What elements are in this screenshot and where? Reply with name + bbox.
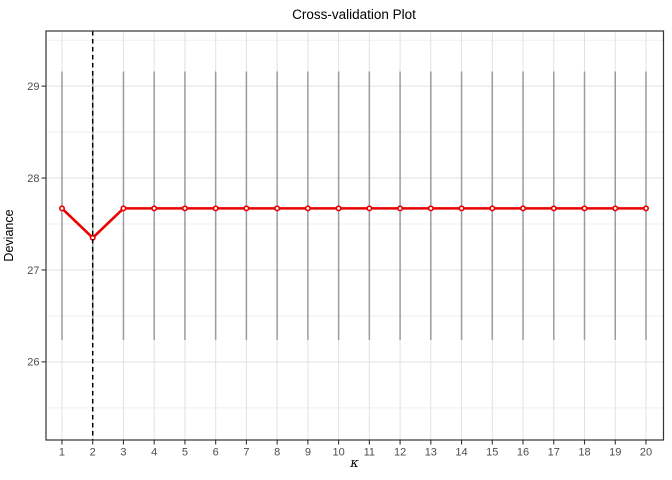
data-point — [212, 205, 219, 212]
x-tick-label: 20 — [640, 447, 652, 459]
x-tick-label: 13 — [425, 447, 437, 459]
y-tick-label: 29 — [27, 81, 39, 93]
data-point — [520, 205, 527, 212]
data-point — [181, 205, 188, 212]
data-point — [642, 205, 649, 212]
x-tick-label: 3 — [120, 447, 126, 459]
data-point — [397, 205, 404, 212]
data-point — [612, 205, 619, 212]
y-tick-label: 26 — [27, 357, 39, 369]
series-layer — [58, 205, 649, 241]
x-tick-label: 19 — [609, 447, 621, 459]
y-tick-label: 28 — [27, 173, 39, 185]
data-point — [58, 205, 65, 212]
x-tick-label: 1 — [59, 447, 65, 459]
data-point — [581, 205, 588, 212]
x-tick-label: 8 — [274, 447, 280, 459]
x-tick-label: 14 — [455, 447, 467, 459]
data-point — [550, 205, 557, 212]
x-tick-label: 16 — [517, 447, 529, 459]
x-tick-label: 6 — [213, 447, 219, 459]
grid-minor-layer — [46, 39, 664, 409]
data-point — [366, 205, 373, 212]
x-tick-label: 17 — [548, 447, 560, 459]
data-point — [427, 205, 434, 212]
data-point — [335, 205, 342, 212]
x-tick-label: 2 — [90, 447, 96, 459]
x-tick-label: 12 — [394, 447, 406, 459]
x-tick-label: 5 — [182, 447, 188, 459]
data-point — [489, 205, 496, 212]
axis-ticks-layer — [41, 85, 647, 445]
data-point — [304, 205, 311, 212]
error-bars-layer — [61, 71, 647, 340]
data-point — [458, 205, 465, 212]
x-tick-label: 4 — [151, 447, 157, 459]
x-axis-title: κ — [349, 456, 359, 471]
grid-major-layer — [46, 31, 664, 440]
x-tick-label: 18 — [578, 447, 590, 459]
x-tick-label: 7 — [243, 447, 249, 459]
cv-deviance-line — [61, 207, 646, 240]
plot-title: Cross-validation Plot — [292, 7, 416, 22]
y-axis-title: Deviance — [2, 209, 16, 261]
data-point — [274, 205, 281, 212]
data-point — [243, 205, 250, 212]
data-point — [151, 205, 158, 212]
x-tick-label: 15 — [486, 447, 498, 459]
x-tick-label: 11 — [364, 447, 375, 459]
x-tick-label: 9 — [305, 447, 311, 459]
panel-border — [45, 30, 665, 441]
x-tick-label: 10 — [332, 447, 344, 459]
data-point — [120, 205, 127, 212]
y-tick-label: 27 — [27, 265, 39, 277]
